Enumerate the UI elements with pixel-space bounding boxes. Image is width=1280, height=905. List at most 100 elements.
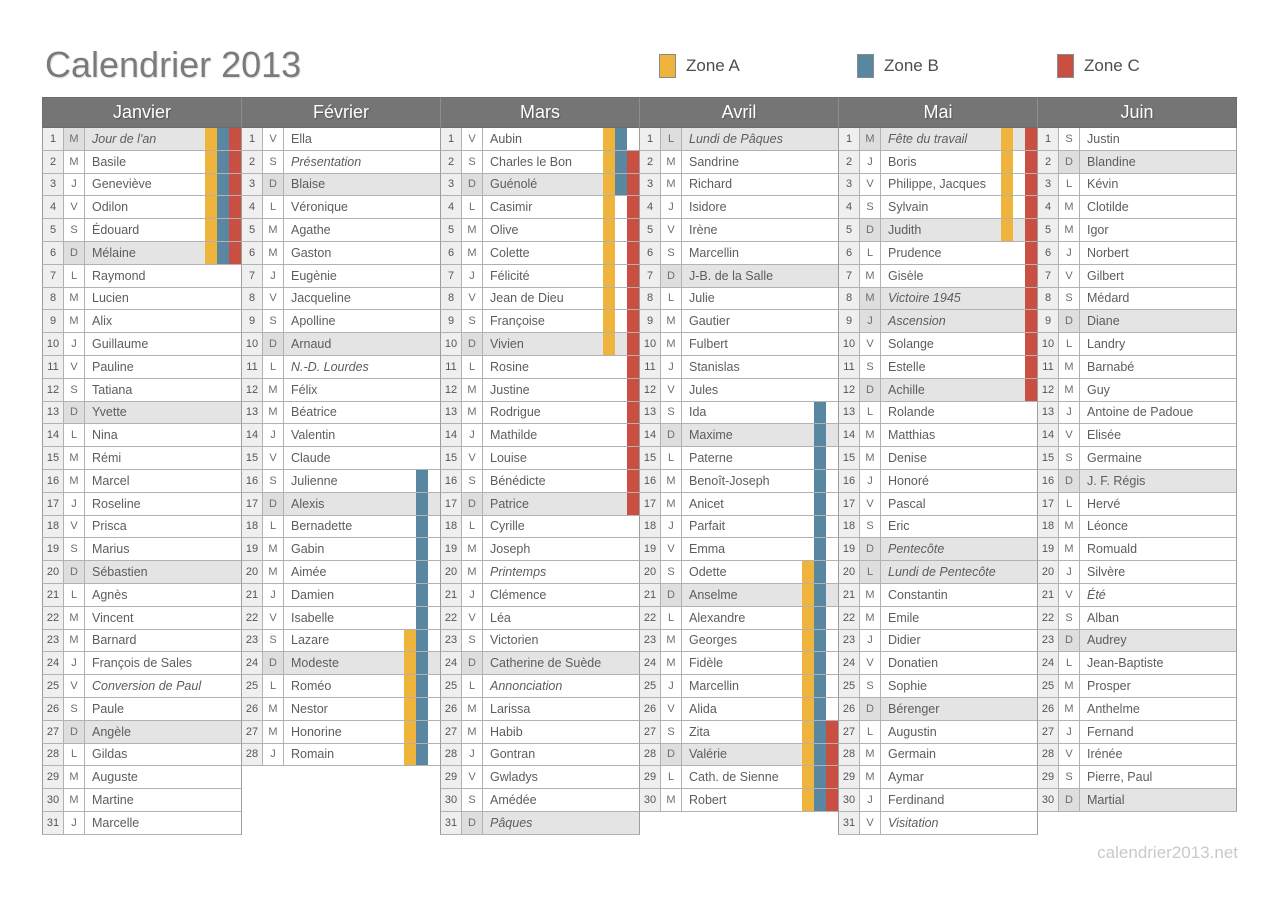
day-name: Justin (1087, 131, 1120, 146)
day-number: 6 (1038, 241, 1059, 264)
day-name: Norbert (1087, 245, 1129, 260)
day-letter: J (64, 652, 85, 675)
day-number: 27 (43, 720, 64, 743)
day-name-cell: Tatiana (85, 379, 241, 401)
day-name-cell: Lundi de Pentecôte (881, 561, 1037, 583)
day-name-cell: Paule (85, 698, 241, 720)
day-letter: M (1059, 378, 1080, 401)
day-row: 17 L Hervé (1037, 492, 1237, 516)
day-row: 12 M Guy (1037, 378, 1237, 402)
day-name-cell: Didier (881, 630, 1037, 652)
zone-b-bar (416, 720, 428, 743)
day-name-cell: Sébastien (85, 561, 241, 583)
day-name-cell: Pentecôte (881, 538, 1037, 561)
day-row: 3 V Philippe, Jacques (838, 173, 1038, 197)
day-name: Bérenger (888, 701, 940, 716)
day-name-cell: Visitation (881, 812, 1037, 834)
day-letter: M (1059, 219, 1080, 241)
day-name: Stanislas (689, 359, 740, 374)
day-name-cell: Odilon (85, 196, 241, 219)
day-row: 6 L Prudence (838, 241, 1038, 265)
day-letter: L (1059, 652, 1080, 675)
zone-c-bar (1025, 128, 1037, 150)
day-name: Victoire 1945 (888, 291, 961, 306)
day-letter: M (263, 378, 284, 401)
day-number: 24 (242, 652, 263, 675)
day-row: 1 V Ella (241, 128, 441, 151)
day-row: 26 M Anthelme (1037, 697, 1237, 721)
day-name-cell: Édouard (85, 219, 241, 241)
zone-b-bar (814, 583, 826, 606)
day-letter: L (64, 583, 85, 606)
day-row: 24 D Modeste (241, 652, 441, 676)
day-name-cell: Lazare (284, 629, 440, 652)
day-letter: J (1059, 241, 1080, 264)
day-name-cell: Ascension (881, 310, 1037, 333)
day-number: 27 (242, 720, 263, 743)
day-number: 20 (43, 561, 64, 583)
day-name-cell: Nina (85, 424, 241, 446)
day-row: 16 M Marcel (42, 469, 242, 493)
day-letter: D (263, 492, 284, 515)
day-name-cell: Robert (682, 789, 838, 811)
day-row: 4 M Clotilde (1037, 196, 1237, 220)
zone-b-bar (615, 173, 627, 196)
day-row: 12 D Achille (838, 378, 1038, 402)
day-name: Anthelme (1087, 701, 1140, 716)
day-letter: S (462, 469, 483, 492)
day-name-cell: Béatrice (284, 402, 440, 424)
day-name: Honorine (291, 724, 342, 739)
day-letter: M (1059, 196, 1080, 219)
day-name-cell: Gabin (284, 538, 440, 561)
zone-a-bar (802, 697, 814, 720)
day-row: 4 V Odilon (42, 196, 242, 220)
day-letter: D (661, 264, 682, 287)
day-row: 24 V Donatien (838, 652, 1038, 676)
day-name-cell: Présentation (284, 151, 440, 173)
day-name-cell: Elisée (1080, 424, 1236, 446)
day-name: Ferdinand (888, 793, 945, 807)
day-row: 10 J Guillaume (42, 333, 242, 356)
day-number: 7 (839, 264, 860, 287)
day-letter: D (462, 652, 483, 675)
zone-b-bar (814, 401, 826, 424)
day-number: 29 (441, 766, 462, 789)
day-name: Tatiana (92, 382, 133, 397)
day-name: Kévin (1087, 177, 1119, 192)
day-row: 9 M Alix (42, 310, 242, 334)
day-letter: V (1059, 743, 1080, 766)
zone-c-bar (627, 241, 639, 264)
zone-b-swatch (857, 54, 874, 78)
day-name-cell: Emma (682, 538, 838, 561)
day-row: 7 L Raymond (42, 264, 242, 288)
day-row: 22 M Emile (838, 606, 1038, 630)
day-name-cell: Prudence (881, 241, 1037, 264)
day-number: 24 (839, 652, 860, 675)
day-name-cell: Cyrille (483, 516, 639, 538)
day-number: 25 (1038, 675, 1059, 697)
day-letter: L (661, 606, 682, 629)
day-name-cell: Damien (284, 583, 440, 606)
day-letter: M (661, 310, 682, 333)
zone-a-bar (802, 743, 814, 766)
zone-a-bar (1001, 128, 1013, 150)
day-name-cell: Marcel (85, 470, 241, 492)
day-letter: L (263, 515, 284, 538)
day-number: 1 (1038, 128, 1059, 150)
day-name: Véronique (291, 200, 348, 215)
day-name-cell: Léonce (1080, 516, 1236, 538)
day-letter: M (462, 401, 483, 424)
day-number: 11 (1038, 355, 1059, 378)
day-name-cell: Maxime (682, 424, 838, 447)
day-name-cell: Justin (1080, 128, 1236, 150)
day-number: 8 (441, 287, 462, 310)
day-name: Vincent (92, 610, 134, 625)
day-number: 5 (242, 219, 263, 241)
day-name: Didier (888, 633, 921, 648)
day-row: 7 V Gilbert (1037, 264, 1237, 288)
day-row: 29 S Pierre, Paul (1037, 766, 1237, 790)
day-letter: M (860, 287, 881, 310)
day-name: Valentin (291, 428, 336, 443)
day-name: Robert (689, 793, 727, 807)
day-name-cell: Isidore (682, 196, 838, 218)
